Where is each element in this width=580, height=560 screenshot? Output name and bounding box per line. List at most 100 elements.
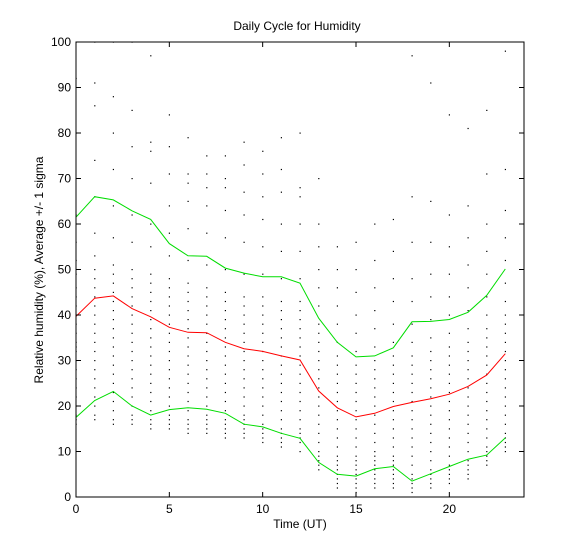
series-line-minus-1-sigma: [75, 390, 506, 482]
scatter-point: [112, 382, 114, 384]
scatter-point: [355, 291, 357, 293]
scatter-point: [355, 419, 357, 421]
scatter-point: [504, 350, 506, 353]
scatter-point: [243, 437, 245, 439]
scatter-point: [94, 278, 96, 280]
scatter-point: [150, 273, 152, 275]
scatter-point: [243, 432, 245, 434]
scatter-point: [262, 423, 264, 425]
y-tick-label: 80: [58, 126, 72, 140]
scatter-point: [355, 446, 357, 448]
scatter-point: [486, 437, 488, 439]
scatter-point: [112, 273, 114, 275]
scatter-point: [131, 323, 133, 325]
scatter-point: [411, 410, 413, 412]
scatter-point: [355, 350, 357, 353]
scatter-point: [318, 455, 320, 457]
scatter-point: [318, 323, 320, 325]
y-tick-label: 30: [58, 354, 72, 368]
scatter-point: [168, 369, 170, 371]
scatter-point: [318, 378, 320, 380]
scatter-point: [187, 259, 189, 262]
x-tick-label: 0: [73, 502, 80, 516]
scatter-point: [243, 305, 245, 307]
scatter-point: [392, 400, 394, 403]
scatter-point: [299, 428, 301, 430]
y-tick-label: 10: [58, 445, 72, 459]
scatter-point: [392, 218, 394, 221]
scatter-point: [94, 332, 96, 334]
scatter-point: [206, 405, 208, 407]
scatter-point: [112, 423, 114, 425]
scatter-point: [355, 464, 357, 466]
scatter-point: [112, 264, 114, 266]
scatter-point: [486, 391, 488, 394]
scatter-point: [206, 423, 208, 425]
scatter-point: [206, 414, 208, 416]
scatter-point: [336, 446, 338, 448]
scatter-point: [448, 428, 450, 430]
scatter-point: [243, 341, 245, 343]
scatter-point: [467, 432, 469, 434]
scatter-point: [448, 455, 450, 457]
x-tick-label: 10: [256, 502, 270, 516]
y-axis-label: Relative humidity (%), Average +/- 1 sig…: [32, 156, 46, 383]
scatter-point: [131, 109, 133, 111]
scatter-point: [243, 214, 245, 216]
scatter-point: [411, 446, 413, 448]
scatter-point: [187, 419, 189, 421]
scatter-point: [206, 305, 208, 307]
scatter-point: [112, 237, 114, 239]
scatter-point: [448, 246, 450, 248]
scatter-point: [150, 346, 152, 348]
scatter-point: [467, 464, 469, 466]
scatter-point: [430, 482, 432, 485]
scatter-point: [131, 360, 133, 362]
y-tick-label: 0: [64, 490, 71, 504]
scatter-point: [486, 451, 488, 453]
scatter-point: [374, 473, 376, 475]
scatter-point: [131, 287, 133, 289]
scatter-point: [243, 332, 245, 334]
scatter-point: [299, 346, 301, 348]
scatter-point: [187, 228, 189, 230]
scatter-point: [131, 378, 133, 380]
scatter-point: [486, 455, 488, 457]
scatter-point: [94, 341, 96, 343]
scatter-point: [243, 191, 245, 193]
scatter-point: [243, 405, 245, 407]
scatter-point: [168, 419, 170, 421]
scatter-point: [392, 382, 394, 384]
scatter-point: [504, 451, 506, 453]
scatter-point: [467, 310, 469, 312]
scatter-point: [411, 323, 413, 325]
scatter-point: [94, 323, 96, 325]
scatter-point: [168, 278, 170, 280]
scatter-point: [112, 337, 114, 339]
scatter-point: [486, 337, 488, 339]
scatter-point: [262, 196, 264, 198]
scatter-point: [150, 310, 152, 312]
scatter-point: [504, 405, 506, 407]
series-lines: [75, 196, 506, 482]
scatter-point: [150, 337, 152, 339]
scatter-point: [467, 451, 469, 453]
scatter-point: [430, 451, 432, 453]
scatter-point: [168, 341, 170, 343]
scatter-point: [280, 419, 282, 421]
x-axis-label: Time (UT): [273, 517, 327, 531]
scatter-point: [392, 323, 394, 325]
scatter-point: [355, 400, 357, 403]
scatter-point: [318, 469, 320, 471]
scatter-point: [150, 328, 152, 330]
scatter-point: [392, 278, 394, 280]
scatter-point: [224, 382, 226, 384]
scatter-point: [318, 360, 320, 362]
scatter-point: [430, 396, 432, 398]
scatter-point: [206, 155, 208, 157]
scatter-point: [392, 464, 394, 466]
scatter-point: [336, 382, 338, 384]
scatter-point: [467, 473, 469, 475]
scatter-point: [411, 382, 413, 384]
scatter-point: [299, 223, 301, 225]
